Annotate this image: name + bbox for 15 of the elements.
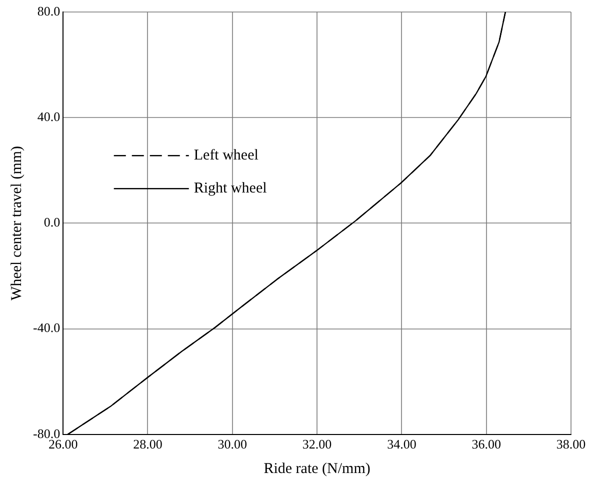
x-tick-label: 38.00 xyxy=(556,436,586,452)
x-tick-label: 30.00 xyxy=(218,436,248,452)
y-tick-label: -80.0 xyxy=(32,426,60,441)
x-tick-label: 36.00 xyxy=(472,436,501,452)
legend-label: Left wheel xyxy=(194,148,258,164)
y-tick-label: -40.0 xyxy=(32,320,60,336)
y-tick-label: 0.0 xyxy=(44,214,60,230)
y-tick-label: 80.0 xyxy=(37,3,60,18)
legend-label: Right wheel xyxy=(194,180,267,197)
x-axis-title: Ride rate (N/mm) xyxy=(264,460,370,477)
y-axis-title: Wheel center travel (mm) xyxy=(8,146,25,300)
x-tick-label: 28.00 xyxy=(133,436,162,452)
x-tick-label: 32.00 xyxy=(302,436,332,452)
x-tick-label: 34.00 xyxy=(387,436,416,452)
y-tick-label: 40.0 xyxy=(37,109,60,124)
